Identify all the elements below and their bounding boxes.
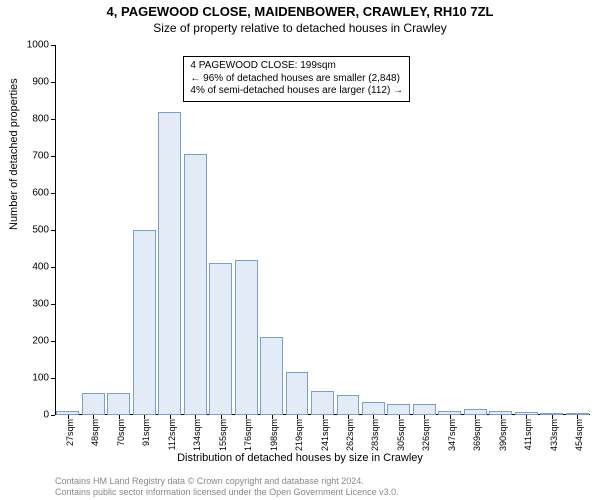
y-tick <box>51 304 55 305</box>
y-tick <box>51 82 55 83</box>
x-tick-label: 27sqm <box>65 419 75 446</box>
histogram-bar <box>413 404 436 415</box>
y-tick <box>51 341 55 342</box>
x-tick-label: 176sqm <box>243 419 253 451</box>
histogram-bar <box>489 411 512 415</box>
histogram-bar <box>133 230 156 415</box>
x-tick-label: 112sqm <box>167 419 177 450</box>
histogram-bar <box>362 402 385 415</box>
histogram-bar <box>464 409 487 415</box>
annotation-line: ← 96% of detached houses are smaller (2,… <box>190 73 403 86</box>
page-root: 4, PAGEWOOD CLOSE, MAIDENBOWER, CRAWLEY,… <box>0 0 600 500</box>
x-tick-label: 262sqm <box>345 419 355 451</box>
x-tick-label: 347sqm <box>447 419 457 451</box>
annotation-line: 4% of semi-detached houses are larger (1… <box>190 85 403 98</box>
y-tick <box>51 267 55 268</box>
histogram-bar <box>184 154 207 415</box>
chart-area: 0100200300400500600700800900100027sqm48s… <box>55 45 590 415</box>
histogram-bar <box>311 391 334 415</box>
x-tick-label: 283sqm <box>370 419 380 451</box>
annotation-line: 4 PAGEWOOD CLOSE: 199sqm <box>190 60 403 73</box>
y-tick-label: 0 <box>43 410 49 421</box>
histogram-bar <box>286 372 309 415</box>
histogram-bar <box>337 395 360 415</box>
y-axis-line <box>55 45 56 415</box>
x-tick-label: 326sqm <box>421 419 431 451</box>
y-tick <box>51 415 55 416</box>
histogram-bar <box>387 404 410 415</box>
histogram-bar <box>566 413 589 415</box>
y-tick-label: 600 <box>32 188 49 199</box>
x-tick-label: 155sqm <box>218 419 228 451</box>
x-tick-label: 369sqm <box>472 419 482 451</box>
copyright-line: Contains HM Land Registry data © Crown c… <box>55 476 600 487</box>
y-tick <box>51 156 55 157</box>
page-title: 4, PAGEWOOD CLOSE, MAIDENBOWER, CRAWLEY,… <box>0 0 600 19</box>
x-tick-label: 433sqm <box>549 419 559 451</box>
histogram-bar <box>56 411 79 415</box>
y-tick-label: 800 <box>32 114 49 125</box>
histogram-bar <box>235 260 258 415</box>
x-tick-label: 411sqm <box>523 419 533 450</box>
y-tick-label: 400 <box>32 262 49 273</box>
x-tick-label: 390sqm <box>498 419 508 451</box>
y-tick-label: 100 <box>32 373 49 384</box>
y-tick-label: 900 <box>32 77 49 88</box>
copyright-line: Contains public sector information licen… <box>55 487 600 498</box>
histogram-bar <box>82 393 105 415</box>
histogram-bar <box>515 412 538 415</box>
histogram-bar <box>158 112 181 415</box>
histogram-bar <box>209 263 232 415</box>
y-axis-label: Number of detached properties <box>8 78 20 230</box>
annotation-box: 4 PAGEWOOD CLOSE: 199sqm← 96% of detache… <box>183 56 410 102</box>
y-tick-label: 1000 <box>27 40 49 51</box>
x-tick-label: 134sqm <box>192 419 202 451</box>
y-tick <box>51 378 55 379</box>
y-tick-label: 200 <box>32 336 49 347</box>
y-tick-label: 500 <box>32 225 49 236</box>
plot-area: 0100200300400500600700800900100027sqm48s… <box>55 45 590 415</box>
page-subtitle: Size of property relative to detached ho… <box>0 19 600 35</box>
x-tick-label: 219sqm <box>294 419 304 451</box>
histogram-bar <box>107 393 130 415</box>
histogram-bar <box>540 413 563 415</box>
x-axis-label: Distribution of detached houses by size … <box>0 452 600 464</box>
x-tick-label: 198sqm <box>269 419 279 451</box>
x-tick-label: 70sqm <box>116 419 126 446</box>
y-tick-label: 700 <box>32 151 49 162</box>
y-tick <box>51 45 55 46</box>
y-tick-label: 300 <box>32 299 49 310</box>
histogram-bar <box>260 337 283 415</box>
x-tick-label: 454sqm <box>574 419 584 451</box>
x-tick-label: 241sqm <box>320 419 330 451</box>
y-tick <box>51 119 55 120</box>
y-tick <box>51 193 55 194</box>
x-tick-label: 91sqm <box>141 419 151 446</box>
y-tick <box>51 230 55 231</box>
copyright-block: Contains HM Land Registry data © Crown c… <box>0 476 600 499</box>
histogram-bar <box>438 411 461 415</box>
x-tick-label: 48sqm <box>90 419 100 446</box>
x-tick-label: 305sqm <box>396 419 406 451</box>
